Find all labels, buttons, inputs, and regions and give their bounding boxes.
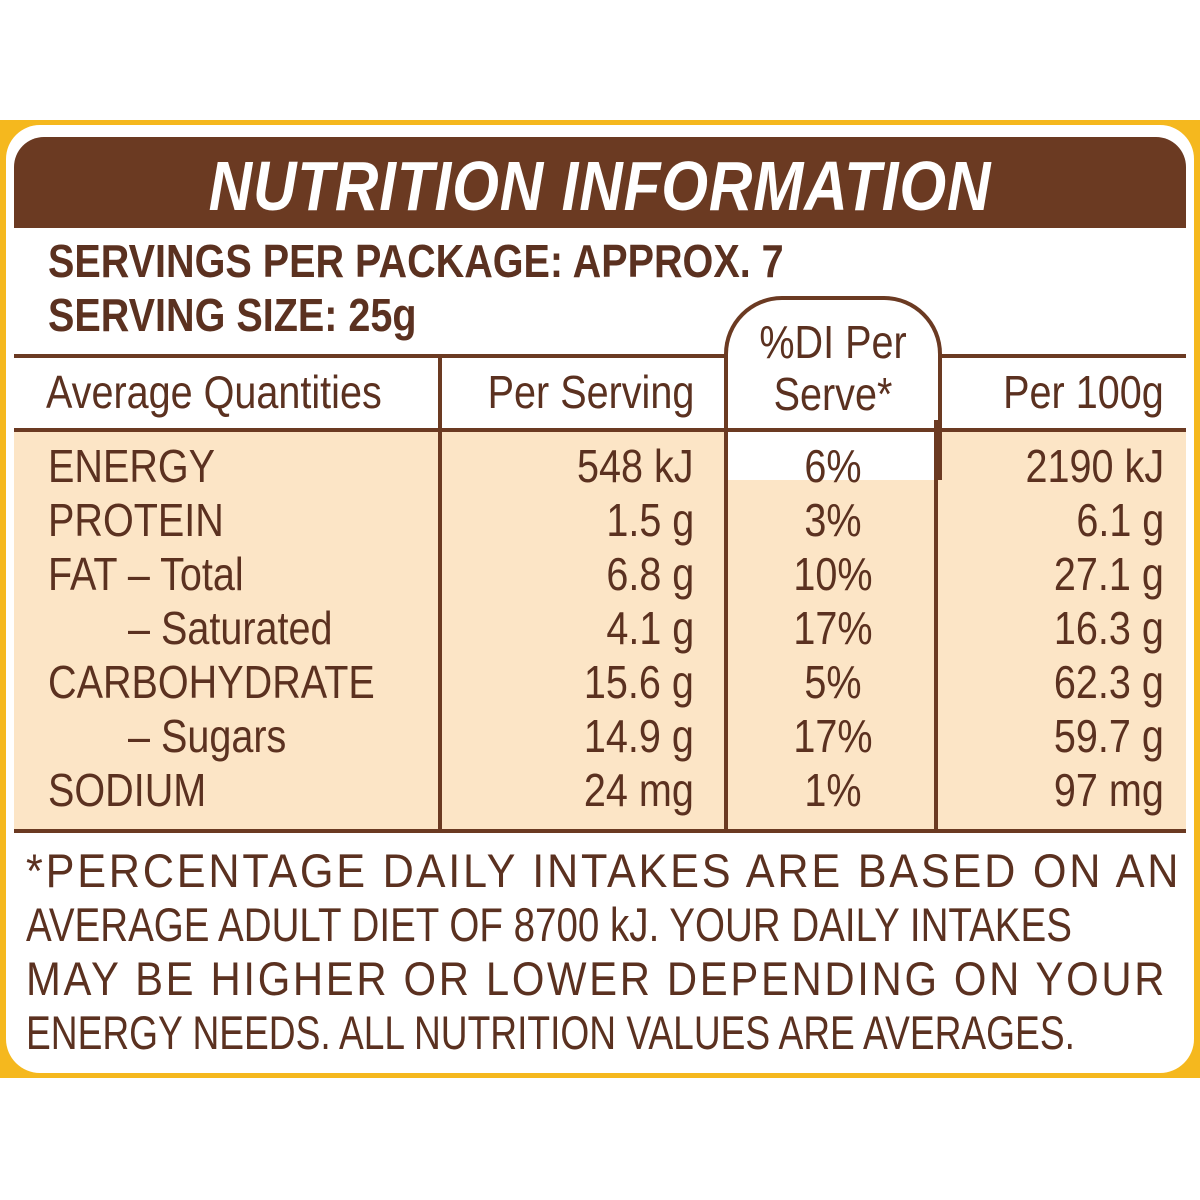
row-label: – Sugars: [128, 710, 287, 762]
header-bottom-rule: [14, 428, 1186, 432]
header-top-rule-right: [938, 354, 1186, 358]
column-header-di: %DI Per Serve*: [739, 316, 926, 420]
row-per-serving: 14.9 g: [584, 710, 694, 762]
row-per-serving: 15.6 g: [584, 656, 694, 708]
panel-title: NUTRITION INFORMATION: [208, 147, 992, 225]
footnote-line: ENERGY NEEDS. ALL NUTRITION VALUES ARE A…: [26, 1006, 1075, 1059]
row-label: PROTEIN: [48, 494, 224, 546]
column-header-quantities: Average Quantities: [46, 366, 382, 418]
row-label: SODIUM: [48, 764, 207, 816]
row-per-serving: 6.8 g: [606, 548, 694, 600]
row-di: 1%: [804, 764, 862, 816]
row-label: FAT – Total: [48, 548, 244, 600]
row-di: 6%: [804, 440, 862, 492]
serving-size: SERVING SIZE: 25g: [48, 289, 417, 341]
column-divider-1: [438, 356, 442, 831]
column-divider-2: [724, 420, 728, 831]
footnote-line: AVERAGE ADULT DIET OF 8700 kJ. YOUR DAIL…: [26, 898, 1072, 951]
header-background: [14, 228, 1186, 428]
row-di: 17%: [793, 710, 873, 762]
row-per-serving: 548 kJ: [577, 440, 694, 492]
di-column-header-box: [724, 296, 942, 480]
column-header-per-serving: Per Serving: [487, 366, 694, 418]
row-per-serving: 1.5 g: [606, 494, 694, 546]
column-header-per-100g: Per 100g: [1003, 366, 1164, 418]
row-per-serving: 24 mg: [584, 764, 694, 816]
servings-per-package: SERVINGS PER PACKAGE: APPROX. 7: [48, 235, 784, 287]
row-per-100g: 62.3 g: [1054, 656, 1164, 708]
row-per-100g: 97 mg: [1054, 764, 1164, 816]
row-per-serving: 4.1 g: [606, 602, 694, 654]
row-per-100g: 27.1 g: [1054, 548, 1164, 600]
column-header-di-line2: Serve*: [773, 368, 893, 420]
row-per-100g: 2190 kJ: [1025, 440, 1164, 492]
row-di: 3%: [804, 494, 862, 546]
row-label: CARBOHYDRATE: [48, 656, 375, 708]
row-per-100g: 16.3 g: [1054, 602, 1164, 654]
row-di: 10%: [793, 548, 873, 600]
header-top-rule-left: [14, 354, 724, 358]
column-divider-3: [934, 420, 938, 831]
column-header-di-line1: %DI Per: [759, 316, 907, 368]
footnote-line: MAY BE HIGHER OR LOWER DEPENDING ON YOUR: [26, 952, 1168, 1005]
row-di: 17%: [793, 602, 873, 654]
footnote-line: *PERCENTAGE DAILY INTAKES ARE BASED ON A…: [26, 844, 1182, 897]
row-label: – Saturated: [128, 602, 333, 654]
footnote: *PERCENTAGE DAILY INTAKES ARE BASED ON A…: [26, 844, 1182, 1060]
row-per-100g: 6.1 g: [1076, 494, 1164, 546]
row-label: ENERGY: [48, 440, 216, 492]
row-per-100g: 59.7 g: [1054, 710, 1164, 762]
table-bottom-rule: [14, 829, 1186, 833]
row-di: 5%: [804, 656, 862, 708]
